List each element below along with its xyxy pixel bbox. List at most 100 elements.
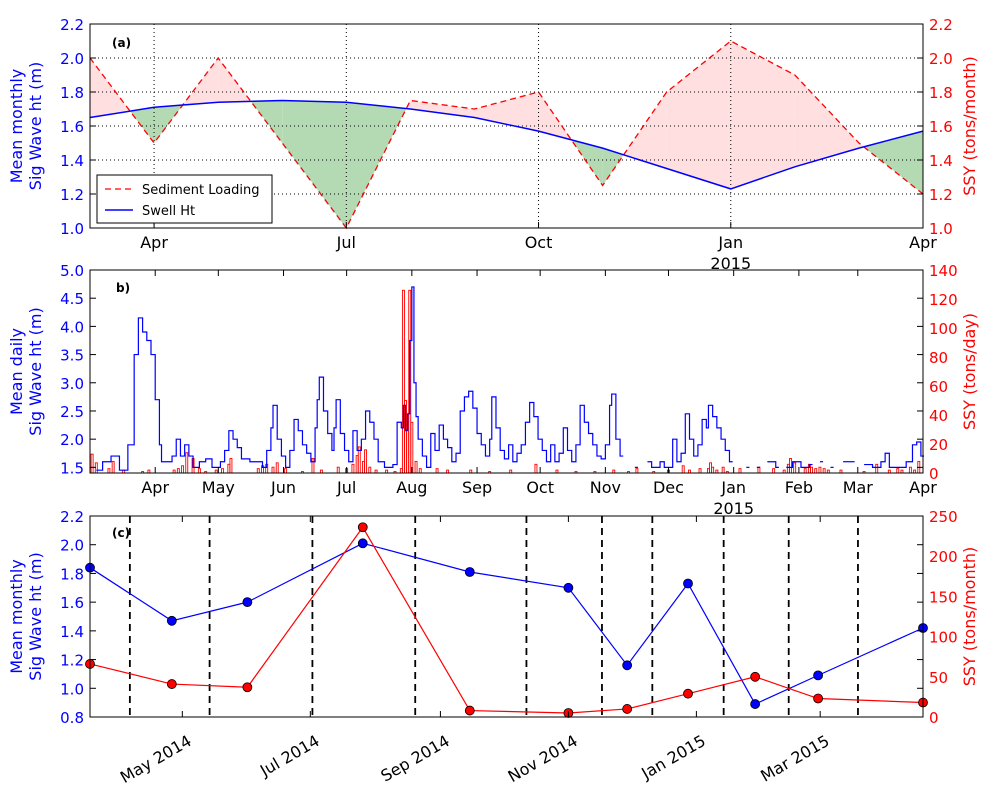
sediment-loading-point	[242, 682, 253, 693]
fill-sediment-above	[182, 58, 219, 106]
y-tick-label-right: 2.2	[929, 16, 953, 34]
x-tick-label: Jul	[336, 233, 356, 252]
sediment-loading-point	[683, 688, 693, 699]
y-axis-label-left-line: Mean monthly	[7, 559, 26, 674]
sediment-bar	[896, 468, 900, 474]
sediment-loading-point	[464, 705, 475, 716]
sediment-loading-point	[357, 522, 368, 533]
y-axis-label-left-line: Sig Wave ht (m)	[26, 307, 45, 435]
sediment-loading-point	[166, 679, 177, 689]
fill-swell-above	[346, 102, 407, 228]
x-tick-label: May	[202, 478, 235, 497]
y-tick-label-left: 2.0	[60, 50, 84, 68]
sediment-bar	[364, 449, 368, 474]
x-tick-label: Oct	[526, 478, 554, 497]
y-tick-label-left: 2.2	[60, 508, 84, 526]
sediment-bar	[229, 458, 233, 474]
plot-frame	[89, 515, 924, 718]
sediment-bar	[111, 460, 115, 474]
x-tick-label: Jun	[270, 478, 296, 497]
fill-sediment-above	[666, 41, 731, 189]
sediment-bar	[107, 468, 111, 474]
x-tick-label: Dec	[653, 478, 684, 497]
fill-sediment-above	[730, 41, 795, 189]
fill-sediment-above	[90, 58, 131, 118]
sediment-bar	[90, 453, 94, 474]
y-tick-label-left: 0.8	[60, 709, 84, 727]
y-tick-label-right: 80	[929, 349, 948, 367]
x-tick-label: May 2014	[117, 731, 195, 787]
sediment-bar	[698, 468, 702, 474]
sediment-bar	[793, 462, 797, 474]
y-tick-label-left: 1.2	[60, 652, 84, 670]
y-tick-label-left: 5.0	[60, 262, 84, 280]
y-tick-label-left: 2.0	[60, 431, 84, 449]
y-tick-label-right: 40	[929, 407, 948, 425]
swell-ht-step-line	[786, 461, 813, 468]
swell-ht-point	[166, 615, 177, 626]
y-tick-label-right: 150	[929, 588, 958, 606]
y-tick-label-left: 4.0	[60, 318, 84, 336]
sediment-loading-line	[89, 40, 924, 230]
x-tick-label: Jan	[720, 478, 746, 497]
fill-sediment-above	[474, 92, 539, 132]
sediment-bar	[635, 468, 639, 474]
sediment-bar	[818, 466, 822, 474]
y-tick-label-right: 50	[929, 669, 948, 687]
sediment-bar	[271, 466, 275, 474]
sediment-bar	[814, 468, 818, 474]
sediment-bar	[418, 468, 422, 474]
swell-ht-step-line	[647, 404, 733, 468]
x-tick-label: Sep 2014	[378, 731, 453, 785]
x-tick-label: Feb	[785, 478, 813, 497]
swell-ht-point	[622, 660, 633, 671]
y-tick-label-left: 1.4	[60, 623, 84, 641]
x-tick-label: Aug	[396, 478, 427, 497]
sediment-loading-point	[813, 693, 823, 704]
sediment-loading-point	[622, 704, 633, 714]
sediment-bar	[351, 463, 355, 474]
y-tick-label-right: 1.6	[929, 118, 953, 136]
sediment-bar	[414, 460, 418, 474]
y-tick-label-left: 1.0	[60, 680, 84, 698]
x-tick-label: Apr	[141, 478, 169, 497]
panel-c: 0.8 1.0 1.2 1.4 1.6 1.8 2.0 2.2 0 50 100 150 200 250 M…	[7, 508, 979, 787]
x-tick-label: Mar	[843, 478, 874, 497]
sediment-bar	[721, 466, 725, 474]
legend: Sediment Loading Swell Ht	[96, 174, 273, 224]
y-axis-label-left: Mean monthlySig Wave ht (m)	[7, 62, 45, 190]
y-tick-label-left: 3.5	[60, 347, 84, 365]
y-tick-label-right: 100	[929, 320, 958, 338]
sediment-bar	[738, 468, 742, 474]
y-tick-label-right: 120	[929, 291, 958, 309]
swell-ht-point	[750, 699, 761, 709]
y-tick-label-left: 1.2	[60, 186, 84, 204]
swell-ht-point	[242, 597, 253, 608]
y-tick-label-right: 0	[929, 465, 939, 483]
x-tick-label: Jul 2014	[256, 731, 323, 781]
y-axis-label-left: Mean dailySig Wave ht (m)	[7, 307, 45, 435]
plot-frame	[89, 269, 924, 474]
sediment-bar	[368, 466, 372, 474]
y-axis-label-right: SSY (tons/month)	[960, 547, 979, 687]
y-tick-label-left: 2.2	[60, 16, 84, 34]
y-axis-label-left-line: Mean daily	[7, 328, 26, 415]
sediment-bar	[94, 462, 98, 474]
legend-box	[96, 174, 273, 224]
y-tick-label-right: 250	[929, 508, 958, 526]
y-tick-label-left: 1.8	[60, 565, 84, 583]
x-tick-label: Jul	[336, 478, 356, 497]
swell-ht-line	[89, 99, 924, 190]
panel-a: 1.0 1.2 1.4 1.6 1.8 2.0 2.2 1.0 1.2 1.4 1.6 1.8 2.0 2…	[7, 16, 979, 273]
sediment-bar	[336, 466, 340, 474]
y-tick-label-left: 1.0	[60, 220, 84, 238]
sediment-loading-point	[750, 671, 761, 682]
swell-ht-point	[683, 578, 693, 589]
sediment-bar	[176, 468, 180, 474]
y-tick-label-left: 1.5	[60, 459, 84, 477]
sediment-bar	[410, 421, 414, 474]
y-tick-label-right: 1.8	[929, 84, 953, 102]
y-tick-label-left: 3.0	[60, 375, 84, 393]
sediment-bar	[822, 468, 826, 474]
